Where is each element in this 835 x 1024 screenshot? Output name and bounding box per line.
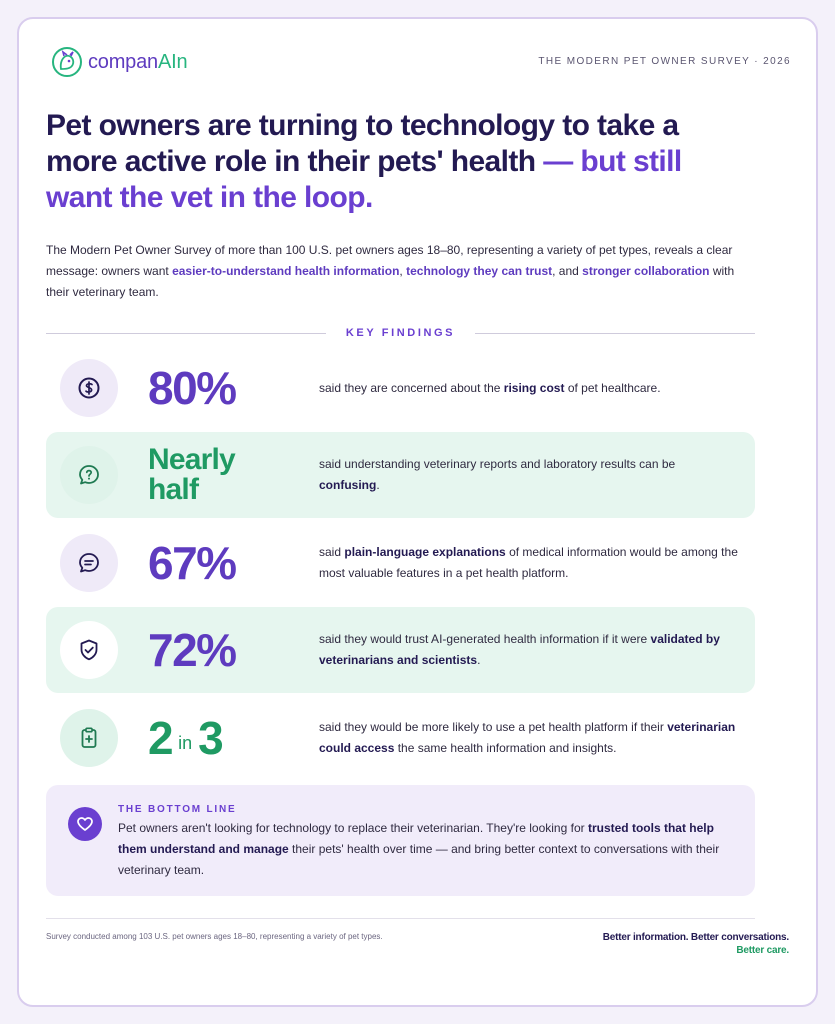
medical-clipboard-icon (81, 727, 97, 748)
finding-stat: 2 in 3 (148, 695, 224, 781)
desc-highlight: confusing (319, 478, 377, 492)
divider-line (475, 332, 756, 334)
desc-text: said they are concerned about the (319, 380, 504, 395)
desc-text: . (376, 478, 380, 492)
intro-text: with their veterinary team. (46, 264, 735, 299)
desc-text: . (477, 653, 481, 667)
chat-lines-icon (79, 553, 99, 573)
brand-name: companAIn (88, 50, 188, 74)
desc-highlight: rising cost (503, 380, 565, 395)
pet-logo-icon (52, 47, 82, 77)
desc-highlight: validated by veterinarians and scientist… (319, 632, 720, 667)
finding-stat: 80% (148, 362, 237, 414)
finding-description: said plain-language explanations of medi… (319, 520, 739, 606)
finding-row: 72% said they would trust AI-generated h… (46, 607, 755, 693)
stat-connector: in (178, 732, 193, 753)
desc-text: said understanding veterinary reports an… (319, 457, 676, 471)
brand-logo: companAIn (50, 45, 188, 79)
heart-icon-circle (68, 807, 102, 841)
survey-tag: THE MODERN PET OWNER SURVEY · 2026 (538, 56, 791, 67)
finding-icon-circle (60, 621, 118, 679)
intro-highlight: stronger collaboration (582, 264, 710, 278)
desc-highlight: veterinarian could access (319, 720, 736, 755)
desc-text: said they would be more likely to use a … (319, 720, 668, 734)
finding-stat: Nearly half (148, 432, 236, 518)
finding-row: 67% said plain-language explanations of … (46, 520, 755, 606)
page-headline: Pet owners are turning to technology to … (46, 108, 746, 216)
stat-number: 2 (148, 712, 174, 764)
brand-name-part2: AIn (157, 50, 188, 73)
finding-row: 80% said they are concerned about the ri… (46, 345, 755, 431)
shield-check-icon (80, 639, 98, 661)
finding-stat: 72% (148, 624, 237, 676)
finding-description: said they would trust AI-generated healt… (319, 607, 739, 693)
key-findings-label: KEY FINDINGS (345, 327, 456, 339)
bottom-highlight: trusted tools that help them understand … (118, 821, 714, 856)
stat-line: Nearly (148, 443, 236, 476)
tagline-line2: Better care. (736, 945, 789, 956)
desc-highlight: plain-language explanations (344, 545, 506, 559)
stat-number: 3 (198, 712, 224, 764)
dollar-icon (78, 377, 100, 399)
desc-text: said (319, 545, 345, 559)
bottom-line-text: Pet owners aren't looking for technology… (118, 818, 738, 881)
finding-row: Nearly half said understanding veterinary… (46, 432, 755, 518)
desc-text: the same health information and insights… (394, 741, 617, 755)
finding-row: 2 in 3 said they would be more likely to u… (46, 695, 755, 781)
finding-icon-circle (60, 359, 118, 417)
desc-text: of medical information would be among th… (319, 545, 738, 580)
finding-description: said understanding veterinary reports an… (319, 432, 739, 518)
footer-tagline: Better information. Better conversations… (603, 931, 789, 957)
headline-part1: Pet owners are turning to technology to … (46, 109, 679, 178)
finding-icon-circle (60, 534, 118, 592)
bottom-text: Pet owners aren't looking for technology… (118, 821, 588, 835)
headline-part2: — but still want the vet in the loop. (46, 145, 682, 214)
footer-note: Survey conducted among 103 U.S. pet owne… (46, 932, 383, 941)
question-chat-icon (79, 465, 99, 485)
intro-highlight: technology they can trust (406, 264, 553, 278)
finding-stat: 67% (148, 537, 237, 589)
heart-icon (77, 817, 93, 831)
intro-highlight: easier-to-understand health information (172, 264, 400, 278)
footer-divider (46, 918, 755, 919)
stat-line: half (148, 473, 199, 506)
bottom-text: their pets' health over time — and bring… (118, 842, 720, 877)
intro-text: , and (552, 264, 583, 278)
bottom-line-title: THE BOTTOM LINE (118, 804, 237, 815)
finding-icon-circle (60, 446, 118, 504)
finding-description: said they would be more likely to use a … (319, 695, 739, 781)
divider-line (46, 332, 326, 334)
finding-description: said they are concerned about the rising… (319, 345, 739, 431)
tagline-line1: Better information. Better conversations… (602, 932, 789, 943)
desc-text: said they would trust AI-generated healt… (319, 632, 651, 646)
intro-paragraph: The Modern Pet Owner Survey of more than… (46, 240, 746, 303)
key-findings-divider: KEY FINDINGS (46, 324, 756, 342)
brand-name-part1: compan (88, 50, 158, 73)
intro-text: , (399, 264, 407, 278)
intro-text: The Modern Pet Owner Survey of more than… (46, 243, 733, 278)
desc-text: of pet healthcare. (564, 380, 661, 395)
bottom-line-box: THE BOTTOM LINE Pet owners aren't lookin… (46, 785, 755, 896)
finding-icon-circle (60, 709, 118, 767)
